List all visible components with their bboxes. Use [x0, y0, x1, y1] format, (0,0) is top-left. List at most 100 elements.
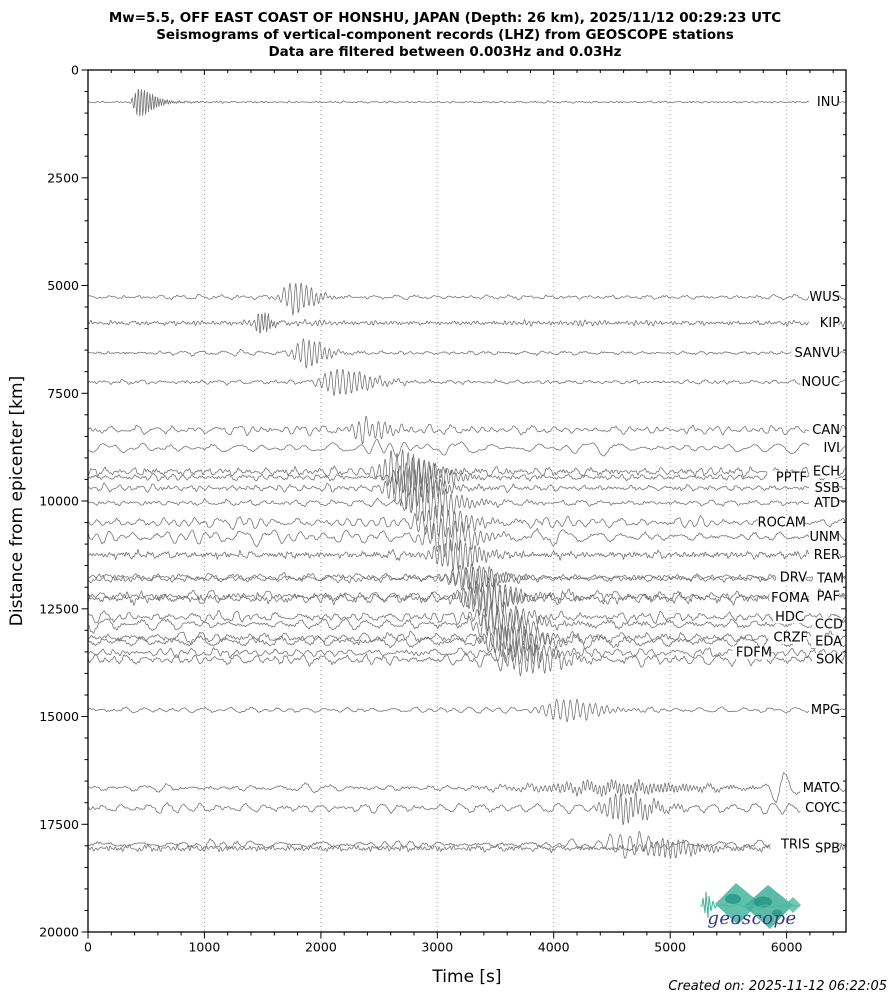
station-label-bg-COYC: [800, 801, 839, 815]
station-label-bg-NOUC: [800, 375, 839, 389]
trace-ECH: [88, 449, 846, 495]
station-label-bg-TAM: [813, 572, 843, 586]
station-label-HDC: HDC: [775, 610, 804, 625]
logo-text: geoscope: [707, 908, 796, 929]
x-tick-label: 5000: [654, 940, 686, 955]
station-label-bg-IVI: [809, 441, 839, 455]
station-label-bg-HDC: [773, 610, 803, 624]
station-label-ECH: ECH: [813, 465, 840, 480]
logo-map-diamond-right-icon: [744, 885, 793, 929]
station-label-ATD: ATD: [814, 496, 840, 511]
station-label-KIP: KIP: [820, 316, 840, 331]
chart-title-line2: Seismograms of vertical-component record…: [156, 27, 734, 43]
station-label-bg-SPB: [809, 841, 839, 855]
x-tick-label: 3000: [421, 940, 453, 955]
station-label-MPG: MPG: [811, 703, 840, 718]
trace-TAM: [88, 563, 846, 594]
station-label-bg-WUS: [809, 290, 839, 304]
station-label-IVI: IVI: [823, 441, 840, 456]
station-label-FOMA: FOMA: [771, 591, 809, 606]
station-label-bg-TRIS: [770, 838, 809, 851]
trace-FOMA: [88, 583, 846, 618]
station-label-COYC: COYC: [805, 801, 840, 816]
station-label-PPTF: PPTF: [776, 470, 807, 485]
station-label-SANVU: SANVU: [794, 346, 840, 361]
station-label-SOK: SOK: [816, 653, 843, 668]
x-tick-label: 4000: [538, 940, 570, 955]
logo-continent-blob: [754, 896, 772, 908]
station-label-bg-PPTF: [767, 470, 806, 484]
station-label-TRIS: TRIS: [780, 838, 810, 853]
station-label-bg-SSB: [809, 481, 839, 495]
trace-CCD: [88, 605, 846, 644]
x-tick-label: 1000: [188, 940, 220, 955]
station-label-bg-RER: [809, 548, 839, 562]
y-tick-label: 17500: [39, 817, 79, 832]
station-label-MATO: MATO: [803, 781, 840, 796]
station-label-bg-DRV: [776, 570, 806, 584]
station-label-bg-CCD: [812, 617, 842, 631]
trace-SSB: [88, 466, 846, 510]
x-tick-label: 0: [84, 940, 92, 955]
trace-MPG: [88, 698, 846, 723]
trace-SPB: [88, 837, 846, 859]
station-label-CAN: CAN: [812, 423, 840, 438]
station-label-NOUC: NOUC: [801, 375, 840, 390]
station-label-bg-KIP: [809, 316, 839, 330]
station-label-bg-ROCAM: [757, 516, 805, 529]
station-label-bg-PAF: [809, 590, 839, 603]
trace-ATD: [88, 483, 846, 522]
logo-continent-blob: [772, 909, 782, 917]
station-label-bg-UNM: [809, 530, 839, 544]
station-label-bg-ATD: [809, 496, 839, 510]
station-label-bg-SANVU: [791, 346, 839, 360]
trace-INU: [88, 89, 846, 117]
station-label-FDFM: FDFM: [736, 646, 772, 661]
station-label-PAF: PAF: [817, 590, 840, 605]
x-axis-label: Time [s]: [431, 967, 501, 987]
station-label-bg-ECH: [809, 465, 839, 479]
station-label-INU: INU: [817, 95, 840, 110]
logo-continent-blob: [725, 894, 741, 904]
station-label-bg-MPG: [809, 703, 839, 717]
station-label-DRV: DRV: [780, 570, 807, 585]
x-tick-label: 2000: [305, 940, 337, 955]
station-label-WUS: WUS: [809, 290, 840, 305]
trace-KIP: [88, 312, 846, 334]
station-label-bg-CAN: [809, 423, 839, 437]
axis-tick-labels: 0 1000 2000 3000 4000 5000 6000 0 2500 5000 7500 10…: [39, 63, 802, 955]
trace-COYC: [88, 791, 846, 825]
trace-EDA: [88, 625, 846, 658]
trace-WUS: [88, 282, 846, 316]
trace-IVI: [88, 438, 846, 458]
trace-PPTF: [88, 457, 846, 498]
seismogram-traces: [88, 89, 846, 859]
station-label-UNM: UNM: [810, 530, 840, 545]
y-tick-label: 20000: [39, 925, 79, 940]
trace-SOK: [88, 644, 846, 676]
station-label-SPB: SPB: [815, 841, 840, 856]
y-tick-label: 2500: [47, 170, 79, 185]
geoscope-logo: geoscope: [700, 883, 801, 929]
trace-DRV: [88, 564, 846, 590]
trace-HDC: [88, 601, 846, 631]
gridlines: [203, 70, 788, 932]
station-label-bg-CRZF: [768, 631, 807, 645]
y-tick-label: 0: [71, 63, 79, 78]
trace-MATO: [88, 772, 846, 804]
created-on-timestamp: Created on: 2025-11-12 06:22:05: [668, 979, 887, 994]
station-label-bg-SOK: [812, 653, 842, 667]
station-label-CRZF: CRZF: [774, 631, 809, 646]
trace-UNM: [88, 518, 846, 558]
y-tick-label: 12500: [39, 601, 79, 616]
trace-CAN: [88, 415, 846, 445]
logo-horizontal-waveform-icon: [716, 903, 800, 908]
chart-title-line1: Mw=5.5, OFF EAST COAST OF HONSHU, JAPAN …: [109, 10, 781, 26]
station-label-TAM: TAM: [816, 572, 844, 587]
axis-ticks: [81, 69, 846, 939]
station-label-EDA: EDA: [815, 635, 842, 650]
station-label-CCD: CCD: [815, 617, 843, 632]
station-label-ROCAM: ROCAM: [758, 516, 806, 531]
